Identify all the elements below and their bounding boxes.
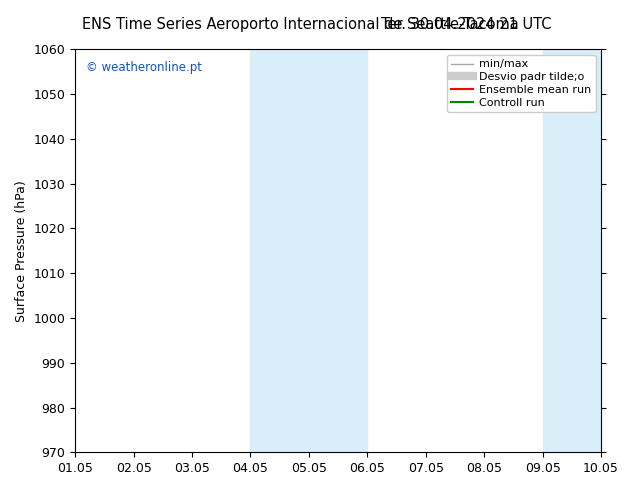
Bar: [543, 49, 601, 452]
Text: ENS Time Series Aeroporto Internacional de Seattle-Tacoma: ENS Time Series Aeroporto Internacional …: [82, 17, 519, 32]
Bar: [250, 49, 367, 452]
Text: Ter. 30.04.2024 21 UTC: Ter. 30.04.2024 21 UTC: [381, 17, 552, 32]
Legend: min/max, Desvio padr tilde;o, Ensemble mean run, Controll run: min/max, Desvio padr tilde;o, Ensemble m…: [446, 55, 595, 112]
Text: © weatheronline.pt: © weatheronline.pt: [86, 61, 202, 74]
Y-axis label: Surface Pressure (hPa): Surface Pressure (hPa): [15, 180, 28, 322]
